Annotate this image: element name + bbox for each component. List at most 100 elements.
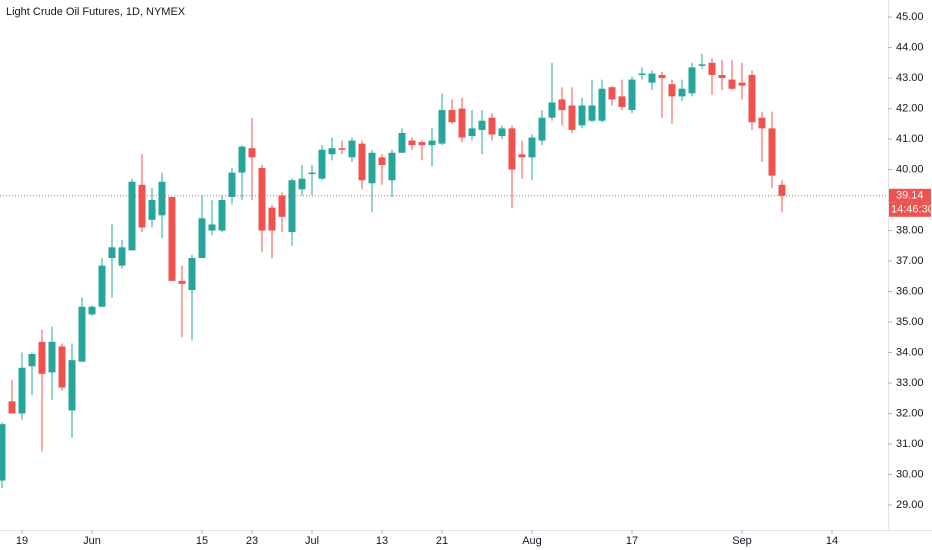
candle-body xyxy=(78,306,86,362)
candle-body xyxy=(408,140,416,146)
candle-body xyxy=(658,75,666,79)
x-tick-label: Jun xyxy=(83,535,101,547)
y-tick-label: 41.00 xyxy=(896,133,924,145)
candle-body xyxy=(608,87,616,100)
candle-body xyxy=(618,96,626,108)
last-price-box xyxy=(889,188,931,203)
x-tick-label: 21 xyxy=(436,535,448,547)
y-tick-label: 37.00 xyxy=(896,255,924,267)
candle-body xyxy=(648,73,656,83)
candle-body xyxy=(188,257,196,291)
candle-body xyxy=(778,184,786,196)
candle-body xyxy=(148,200,156,220)
candle-body xyxy=(138,184,146,228)
candle-body xyxy=(578,105,586,126)
candle-body xyxy=(238,146,246,173)
candle-body xyxy=(708,62,716,76)
candle-body xyxy=(388,152,396,181)
x-tick-label: 15 xyxy=(196,535,208,547)
candle-body xyxy=(448,110,456,123)
chart-title: Light Crude Oil Futures, 1D, NYMEX xyxy=(6,6,186,18)
candle-body xyxy=(158,181,166,216)
candle-body xyxy=(248,148,256,158)
y-tick-label: 33.00 xyxy=(896,377,924,389)
candle-body xyxy=(268,207,276,231)
candle-body xyxy=(768,128,776,176)
candle-body xyxy=(758,117,766,129)
candle-body xyxy=(328,148,336,155)
candle-body xyxy=(638,73,646,76)
candle-body xyxy=(368,152,376,184)
candle-body xyxy=(738,82,746,86)
y-tick-label: 35.00 xyxy=(896,316,924,328)
candle-body xyxy=(558,99,566,111)
candle-body xyxy=(718,75,726,79)
candle-body xyxy=(68,360,76,411)
candle-body xyxy=(428,140,436,146)
candle-body xyxy=(178,280,186,284)
candle-body xyxy=(398,132,406,153)
candle-body xyxy=(18,367,26,414)
y-tick-label: 45.00 xyxy=(896,11,924,23)
candle-body xyxy=(748,75,756,123)
candle-body xyxy=(438,110,446,144)
candle-body xyxy=(628,79,636,111)
last-price-label: 39.14 xyxy=(896,190,924,202)
candle-body xyxy=(28,354,36,367)
candle-body xyxy=(8,401,16,414)
candle-body xyxy=(98,265,106,307)
candle-body xyxy=(278,195,286,217)
candle-body xyxy=(508,128,516,170)
candle-body xyxy=(348,140,356,158)
candle-body xyxy=(0,424,6,481)
candle-body xyxy=(478,120,486,130)
y-tick-label: 40.00 xyxy=(896,163,924,175)
candle-body xyxy=(288,180,296,233)
x-tick-label: 17 xyxy=(626,535,638,547)
candle-body xyxy=(538,117,546,141)
candle-body xyxy=(668,84,676,97)
candle-body xyxy=(208,224,216,231)
candle-body xyxy=(468,128,476,137)
candle-body xyxy=(308,172,316,175)
x-tick-label: Sep xyxy=(732,535,752,547)
candle-body xyxy=(568,105,576,130)
x-tick-label: 23 xyxy=(246,535,258,547)
candle-body xyxy=(528,137,536,158)
candle-body xyxy=(498,128,506,137)
x-tick-label: Aug xyxy=(522,535,542,547)
x-tick-label: Jul xyxy=(305,535,319,547)
y-tick-label: 36.00 xyxy=(896,285,924,297)
candle-body xyxy=(48,341,56,373)
candle-body xyxy=(698,64,706,66)
candle-body xyxy=(58,346,66,388)
candle-body xyxy=(218,200,226,231)
y-tick-label: 30.00 xyxy=(896,468,924,480)
candle-body xyxy=(258,168,266,231)
y-tick-label: 42.00 xyxy=(896,102,924,114)
y-tick-label: 43.00 xyxy=(896,72,924,84)
y-tick-label: 31.00 xyxy=(896,438,924,450)
candle-body xyxy=(338,148,346,150)
candle-body xyxy=(598,88,606,121)
candle-body xyxy=(688,67,696,94)
candle-body xyxy=(298,178,306,190)
x-tick-label: 19 xyxy=(16,535,28,547)
candle-body xyxy=(458,108,466,138)
candle-body xyxy=(168,196,176,281)
candle-body xyxy=(118,247,126,266)
y-tick-label: 29.00 xyxy=(896,499,924,511)
candle-body xyxy=(108,247,116,258)
candle-body xyxy=(358,143,366,181)
y-tick-label: 34.00 xyxy=(896,346,924,358)
candle-body xyxy=(318,149,326,179)
candle-body xyxy=(38,341,46,374)
candle-body xyxy=(128,181,136,251)
candle-body xyxy=(378,157,386,165)
candle-body xyxy=(488,117,496,135)
candle-body xyxy=(228,172,236,197)
y-tick-label: 44.00 xyxy=(896,41,924,53)
countdown-label: 14:46:30 xyxy=(891,204,932,216)
